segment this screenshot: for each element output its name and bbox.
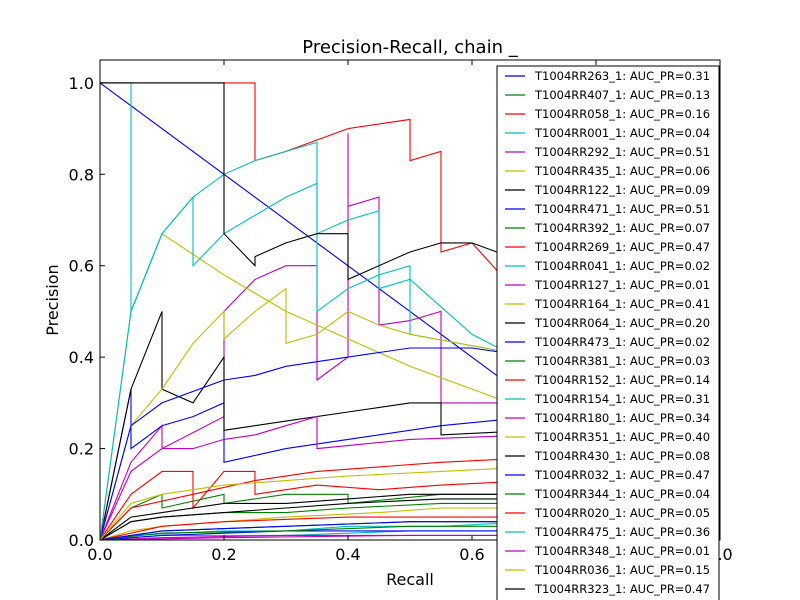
legend-label-13: T1004RR064_1: AUC_PR=0.20 xyxy=(534,316,710,330)
legend-label-2: T1004RR058_1: AUC_PR=0.16 xyxy=(534,107,710,121)
legend-label-11: T1004RR127_1: AUC_PR=0.01 xyxy=(534,278,710,292)
plot-frame xyxy=(99,59,721,541)
x-tick-label: 0.4 xyxy=(335,545,360,564)
series-line-19 xyxy=(100,287,535,540)
series-line-21 xyxy=(100,347,535,540)
legend-label-18: T1004RR180_1: AUC_PR=0.34 xyxy=(534,411,710,425)
legend-label-12: T1004RR164_1: AUC_PR=0.41 xyxy=(534,297,710,311)
legend-label-26: T1004RR036_1: AUC_PR=0.15 xyxy=(534,563,710,577)
legend-label-10: T1004RR041_1: AUC_PR=0.02 xyxy=(534,259,710,273)
series-line-15 xyxy=(100,525,534,540)
legend-label-4: T1004RR292_1: AUC_PR=0.51 xyxy=(534,145,710,159)
legend-label-17: T1004RR154_1: AUC_PR=0.31 xyxy=(534,392,710,406)
y-tick-label: 0.0 xyxy=(69,531,94,550)
legend-label-1: T1004RR407_1: AUC_PR=0.13 xyxy=(534,88,710,102)
legend-label-15: T1004RR381_1: AUC_PR=0.03 xyxy=(534,354,710,368)
legend-label-27: T1004RR323_1: AUC_PR=0.47 xyxy=(534,582,710,596)
chart-title: Precision-Recall, chain _ xyxy=(302,37,518,58)
y-axis-label: Precision xyxy=(43,264,62,335)
y-tick-label: 0.8 xyxy=(69,165,94,184)
series-line-26 xyxy=(100,466,535,540)
series-line-20 xyxy=(100,498,534,540)
x-axis-label: Recall xyxy=(386,570,434,589)
legend-label-8: T1004RR392_1: AUC_PR=0.07 xyxy=(534,221,710,235)
y-tick-label: 0.6 xyxy=(69,257,94,276)
series-layer xyxy=(100,82,535,540)
legend-label-6: T1004RR122_1: AUC_PR=0.09 xyxy=(534,183,710,197)
x-tick-label: 0.6 xyxy=(459,545,484,564)
series-line-24 xyxy=(100,141,535,540)
legend-label-23: T1004RR020_1: AUC_PR=0.05 xyxy=(534,506,710,520)
legend-label-19: T1004RR351_1: AUC_PR=0.40 xyxy=(534,430,710,444)
y-tick-label: 0.4 xyxy=(69,348,94,367)
x-tick-label: 0.0 xyxy=(87,545,112,564)
series-line-27 xyxy=(100,82,535,281)
legend-label-14: T1004RR473_1: AUC_PR=0.02 xyxy=(534,335,710,349)
legend-label-22: T1004RR344_1: AUC_PR=0.04 xyxy=(534,487,710,501)
y-tick-label: 1.0 xyxy=(69,74,94,93)
series-line-5 xyxy=(100,507,534,540)
series-line-13 xyxy=(100,311,535,540)
legend-label-24: T1004RR475_1: AUC_PR=0.36 xyxy=(534,525,710,539)
legend-label-7: T1004RR471_1: AUC_PR=0.51 xyxy=(534,202,710,216)
y-tick-label: 0.2 xyxy=(69,440,94,459)
legend-label-0: T1004RR263_1: AUC_PR=0.31 xyxy=(534,69,710,83)
legend-label-3: T1004RR001_1: AUC_PR=0.04 xyxy=(534,126,710,140)
series-line-9 xyxy=(100,82,535,312)
series-line-16 xyxy=(100,457,535,540)
legend-label-25: T1004RR348_1: AUC_PR=0.01 xyxy=(534,544,710,558)
series-line-6 xyxy=(100,493,534,540)
series-line-28 xyxy=(100,521,534,540)
legend-label-21: T1004RR032_1: AUC_PR=0.47 xyxy=(534,468,710,482)
legend: T1004RR263_1: AUC_PR=0.31 T1004RR407_1: A… xyxy=(496,65,720,600)
legend-box xyxy=(496,65,720,600)
legend-label-5: T1004RR435_1: AUC_PR=0.06 xyxy=(534,164,710,178)
series-line-23 xyxy=(100,516,534,540)
legend-label-16: T1004RR152_1: AUC_PR=0.14 xyxy=(534,373,710,387)
legend-label-20: T1004RR430_1: AUC_PR=0.08 xyxy=(534,449,710,463)
legend-label-9: T1004RR269_1: AUC_PR=0.47 xyxy=(534,240,710,254)
series-line-2 xyxy=(100,470,535,540)
x-tick-label: 0.2 xyxy=(211,545,236,564)
series-line-18 xyxy=(100,415,535,540)
